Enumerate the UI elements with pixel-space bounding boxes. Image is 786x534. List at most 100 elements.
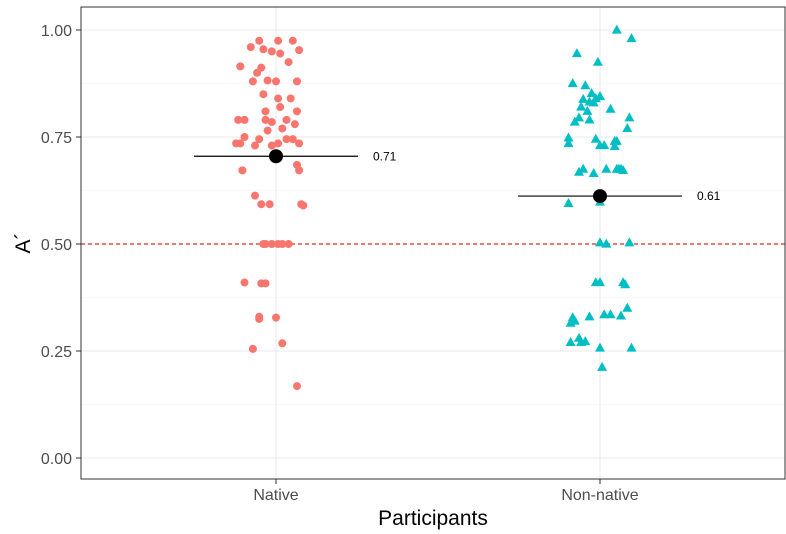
data-point-native — [278, 240, 287, 248]
data-point-non-native — [590, 133, 601, 143]
data-point-native — [272, 77, 280, 86]
data-point-native — [299, 201, 308, 210]
data-point-non-native — [618, 164, 629, 174]
minor-grid — [81, 83, 785, 405]
data-point-non-native — [580, 336, 591, 346]
data-point-non-native — [574, 166, 584, 176]
data-point-non-native — [601, 238, 612, 248]
data-point-native — [284, 58, 293, 67]
data-point-native — [259, 45, 268, 54]
data-point-non-native — [601, 163, 612, 173]
data-point-non-native — [584, 114, 595, 124]
mean-markers: 0.71 0.61 — [194, 149, 721, 204]
data-point-non-native — [624, 112, 635, 122]
data-point-native — [248, 344, 257, 353]
data-point-native — [240, 278, 249, 287]
data-point-non-native — [588, 97, 599, 107]
data-point-non-native — [565, 317, 576, 327]
data-point-native — [234, 115, 243, 124]
data-point-native — [282, 135, 291, 144]
mean-value-label: 0.61 — [697, 189, 721, 203]
data-point-non-native — [624, 237, 635, 247]
x-tick-label: Non-native — [561, 487, 638, 504]
data-point-non-native — [567, 78, 578, 88]
data-point-non-native — [592, 56, 603, 66]
data-point-native — [255, 314, 264, 323]
data-point-non-native — [574, 112, 584, 122]
data-point-native — [236, 139, 245, 148]
data-point-non-native — [580, 80, 591, 90]
data-point-non-native — [605, 309, 616, 319]
data-point-native — [263, 126, 272, 135]
data-point-native — [251, 141, 259, 150]
y-axis-ticks: 0.00 0.25 0.50 0.75 1.00 — [41, 23, 81, 468]
data-point-native — [295, 46, 304, 55]
y-axis-title: A´ — [12, 233, 35, 254]
data-point-native — [253, 68, 262, 77]
data-point-non-native — [576, 101, 587, 111]
data-point-non-native — [571, 48, 582, 58]
data-point-native — [259, 90, 268, 99]
data-point-non-native — [563, 197, 574, 207]
data-point-native — [278, 339, 287, 348]
data-point-native — [248, 77, 257, 86]
data-point-non-native — [599, 140, 610, 150]
data-point-non-native — [584, 311, 595, 321]
data-point-non-native — [569, 116, 580, 126]
panel-border — [80, 6, 786, 480]
data-point-native — [295, 166, 304, 175]
data-point-non-native — [597, 361, 608, 371]
data-point-native — [240, 133, 249, 141]
data-point-native — [257, 200, 266, 209]
mean-point — [269, 149, 283, 164]
data-point-native — [267, 47, 276, 56]
data-point-native — [236, 62, 245, 71]
mean-point — [593, 189, 607, 204]
data-point-native — [240, 115, 249, 124]
data-point-non-native — [626, 33, 637, 43]
data-point-native — [265, 200, 274, 209]
data-point-non-native — [599, 309, 610, 319]
data-point-native — [286, 94, 295, 103]
data-point-non-native — [595, 237, 605, 247]
data-point-native — [293, 382, 301, 391]
data-point-native — [288, 135, 297, 144]
data-point-native — [290, 120, 299, 129]
data-point-non-native — [565, 337, 576, 347]
data-point-native — [295, 139, 304, 148]
data-point-non-native — [626, 342, 637, 352]
data-point-native — [246, 43, 255, 52]
y-tick-label: 0.75 — [41, 130, 72, 147]
data-point-non-native — [563, 138, 574, 148]
data-point-non-native — [622, 123, 633, 133]
data-point-non-native — [611, 24, 622, 34]
data-point-native — [293, 107, 301, 116]
data-point-native — [293, 77, 301, 86]
data-point-native — [261, 107, 270, 116]
x-axis-title: Participants — [378, 507, 488, 530]
y-tick-label: 0.50 — [41, 237, 72, 254]
data-point-native — [276, 103, 285, 112]
data-point-non-native — [609, 141, 620, 151]
x-tick-label: Native — [253, 487, 298, 504]
data-point-non-native — [595, 342, 605, 352]
data-point-non-native — [605, 103, 616, 113]
data-point-native — [282, 115, 291, 124]
data-point-non-native — [563, 132, 574, 142]
data-point-non-native — [620, 279, 631, 289]
data-point-native — [274, 36, 283, 45]
data-point-non-native — [595, 277, 605, 287]
mean-value-label: 0.71 — [373, 149, 397, 163]
data-points — [232, 24, 637, 391]
data-point-native — [267, 141, 276, 150]
data-point-native — [267, 240, 276, 248]
data-point-native — [274, 139, 283, 148]
data-point-native — [263, 76, 272, 85]
data-point-non-native — [582, 105, 593, 115]
data-point-native — [261, 279, 270, 288]
data-point-native — [278, 124, 287, 133]
data-point-native — [238, 166, 247, 175]
data-point-non-native — [586, 87, 597, 97]
